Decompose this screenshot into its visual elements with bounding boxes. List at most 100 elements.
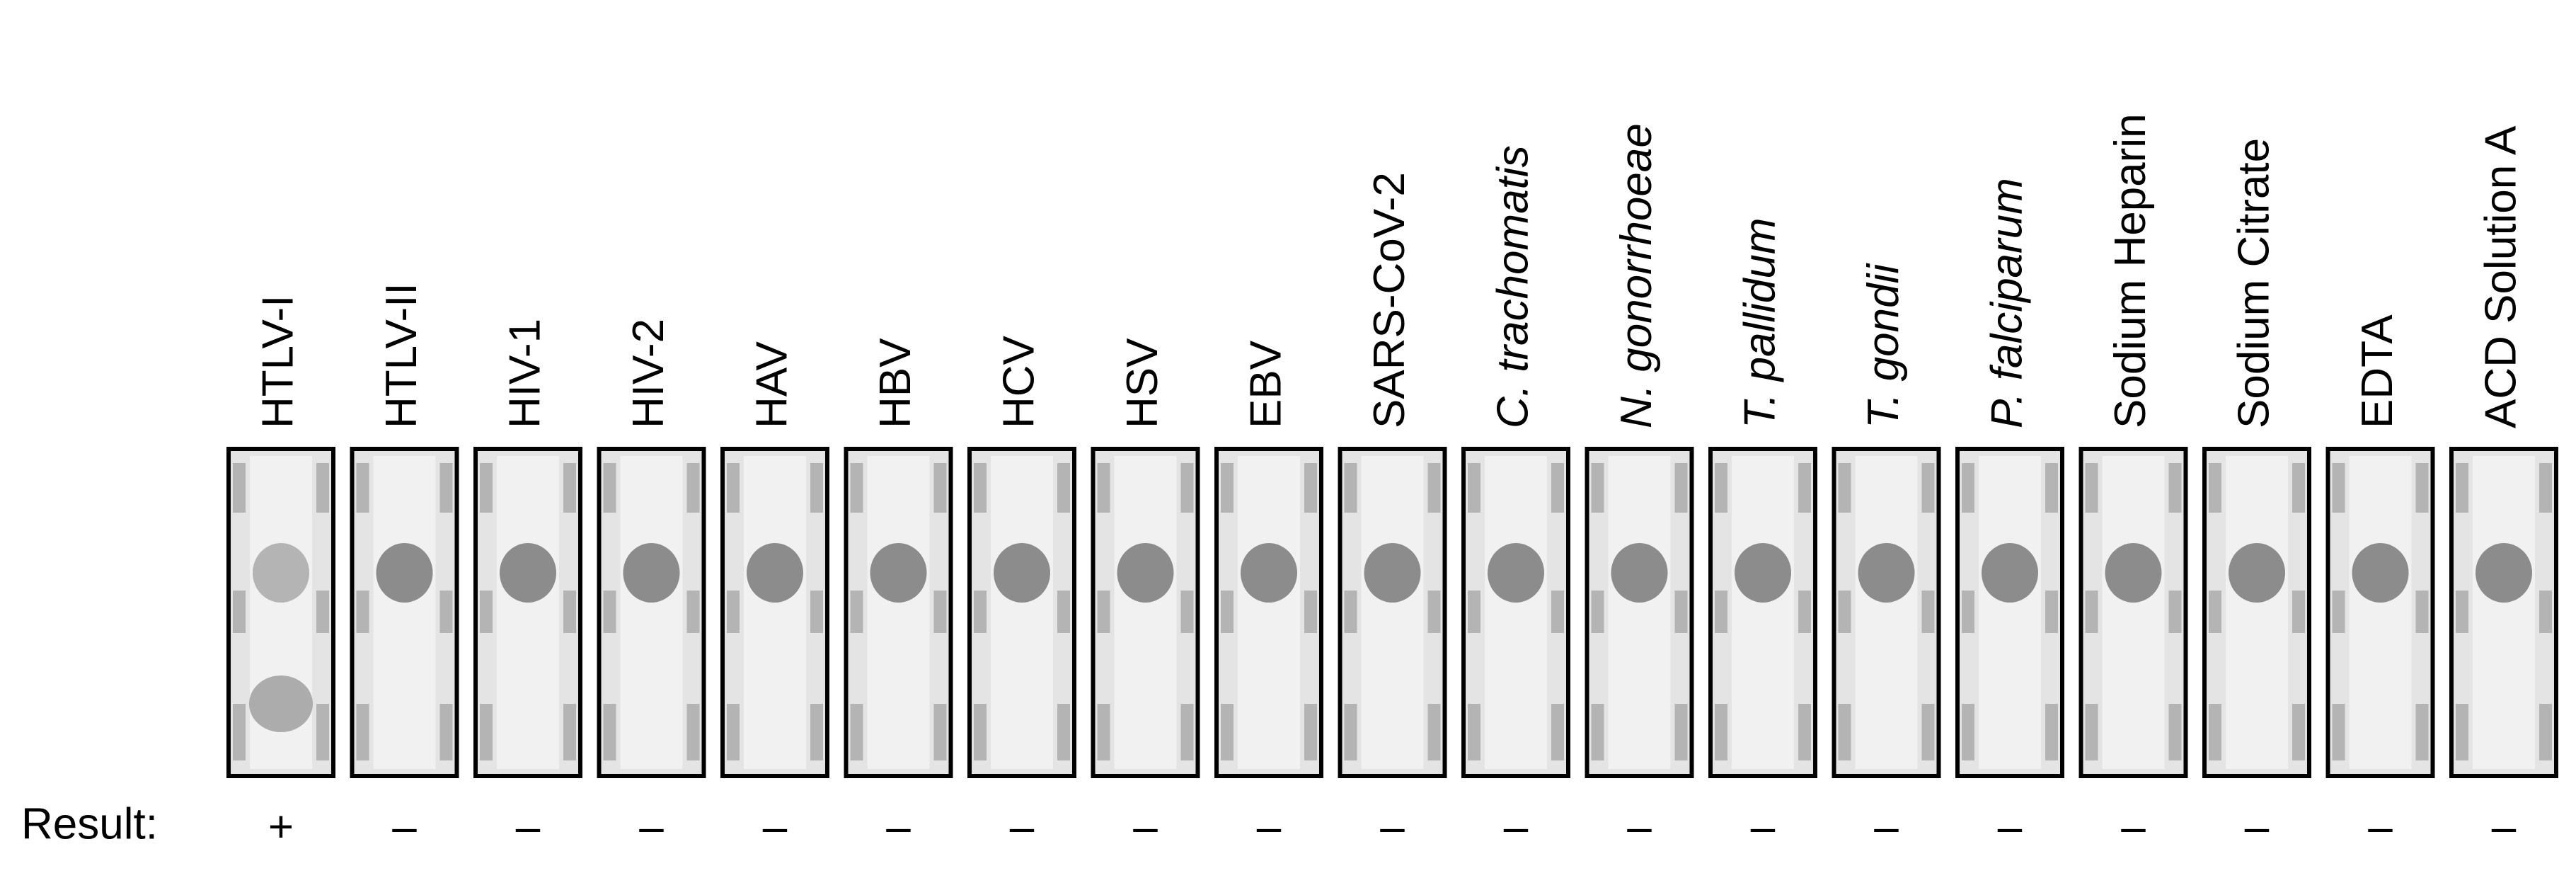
strip-notch [2045, 463, 2058, 513]
result-mark: – [886, 802, 911, 851]
strip-notch [439, 591, 453, 633]
strip-notch [2332, 463, 2345, 513]
strip-window [991, 456, 1053, 769]
test-strip [2202, 447, 2311, 778]
strip-notch [1057, 463, 1070, 513]
result-mark: – [2492, 802, 2517, 851]
strip-notch [1715, 591, 1727, 633]
strip-notch [1304, 591, 1317, 633]
strip-notch [1344, 704, 1357, 760]
strip-notch [439, 463, 453, 513]
strip-notch [1551, 591, 1564, 633]
strip-label: EBV [1241, 340, 1290, 428]
strip-window [1361, 456, 1424, 769]
test-strip [2325, 447, 2435, 778]
strip-notch [2332, 704, 2345, 760]
strip-notch [1221, 704, 1234, 760]
strip-notch [1921, 591, 1935, 633]
strip-notch [1798, 591, 1811, 633]
strip-label: Sodium Citrate [2229, 138, 2278, 428]
strip-label: HTLV-I [253, 295, 302, 428]
strip-notch [2292, 463, 2305, 513]
strip-notch [974, 704, 987, 760]
strip-border [844, 447, 953, 778]
test-strip [1214, 447, 1323, 778]
result-label: Result: [21, 799, 158, 848]
result-mark: – [2368, 802, 2393, 851]
strip-notch [1838, 704, 1851, 760]
strip-notch [1097, 591, 1110, 633]
strip-notch [1427, 591, 1441, 633]
strip-notch [1838, 591, 1851, 633]
result-mark: – [392, 802, 417, 851]
strip-notch [2209, 591, 2221, 633]
strip-window [2102, 456, 2165, 769]
strip-label: ACD Solution A [2476, 125, 2525, 428]
strip-border [1214, 447, 1323, 778]
strip-notch [563, 704, 576, 760]
strip-notch [2415, 704, 2429, 760]
strip-border [1955, 447, 2064, 778]
strip-border [2078, 447, 2188, 778]
strip-notch [686, 591, 700, 633]
strip-notch [2539, 704, 2552, 760]
test-strip [2449, 447, 2558, 778]
strip-notch [933, 704, 947, 760]
strip-notch [1180, 463, 1194, 513]
strip-notch [1097, 704, 1110, 760]
strip-window [2473, 456, 2535, 769]
strip-window [744, 456, 806, 769]
strip-notch [2539, 591, 2552, 633]
strip-notch [974, 463, 987, 513]
strip-window [1485, 456, 1547, 769]
strip-notch [2456, 704, 2468, 760]
test-strip [1955, 447, 2064, 778]
strip-notch [1468, 463, 1480, 513]
result-mark: – [1133, 802, 1158, 851]
result-mark: + [268, 802, 294, 851]
test-strip [1832, 447, 1941, 778]
sample-spot [747, 543, 803, 603]
strip-notch [810, 591, 823, 633]
strip-notch [974, 591, 987, 633]
strip-label: N. gonorrhoeae [1612, 123, 1661, 428]
strip-notch [316, 704, 329, 760]
sample-spot [1241, 543, 1297, 603]
strip-notch [2085, 591, 2098, 633]
strip-border [967, 447, 1076, 778]
strip-border [597, 447, 706, 778]
strip-border [226, 447, 335, 778]
strip-window [2349, 456, 2412, 769]
result-mark: – [1504, 802, 1529, 851]
strip-notch [1715, 704, 1727, 760]
sample-spot [1982, 543, 2038, 603]
strip-notch [1715, 463, 1727, 513]
strip-notch [2292, 591, 2305, 633]
strip-notch [1221, 591, 1234, 633]
strip-window [373, 456, 436, 769]
strip-notch [1427, 463, 1441, 513]
strip-notch [356, 704, 369, 760]
result-mark: – [1010, 802, 1035, 851]
strip-notch [1427, 704, 1441, 760]
strip-notch [316, 463, 329, 513]
strip-label: HCV [994, 335, 1043, 428]
strip-notch [1180, 591, 1194, 633]
strip-notch [1962, 704, 1974, 760]
sample-spot [2105, 543, 2162, 603]
result-mark: – [516, 802, 541, 851]
strip-notch [1962, 591, 1974, 633]
strip-notch [1674, 463, 1688, 513]
strip-notch [603, 704, 616, 760]
sample-spot [253, 543, 309, 603]
strip-notch [563, 591, 576, 633]
strip-notch [2045, 591, 2058, 633]
strip-label: T. gondii [1859, 263, 1908, 428]
strip-notch [1551, 704, 1564, 760]
sample-spot [500, 543, 556, 603]
strip-label: HSV [1118, 338, 1167, 428]
strip-notch [1798, 463, 1811, 513]
strip-notch [439, 704, 453, 760]
strip-notch [2168, 591, 2182, 633]
